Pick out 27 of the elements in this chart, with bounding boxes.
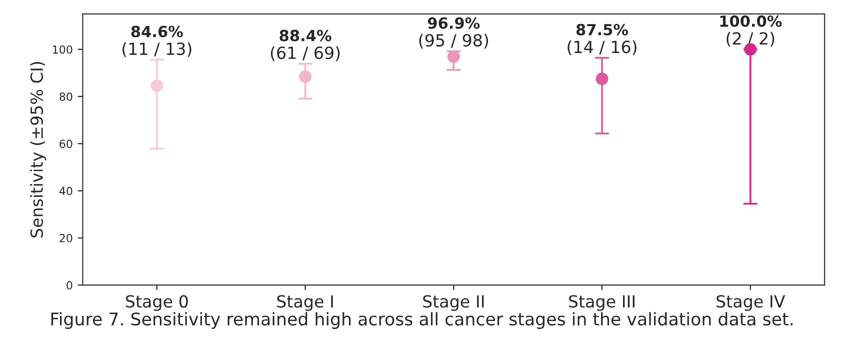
y-tick-label: 40 xyxy=(59,186,72,196)
x-tick-label: Stage IV xyxy=(716,295,786,311)
data-label: 84.6% xyxy=(131,26,183,38)
point xyxy=(744,43,757,56)
y-tick-label: 20 xyxy=(60,234,72,242)
x-tick-label: Stage II xyxy=(423,295,484,311)
annotation: (95 / 98) xyxy=(419,34,488,49)
y-tick-label: 80 xyxy=(60,92,72,101)
y-tick-label: 100 xyxy=(53,45,72,54)
x-tick-label: Stage III xyxy=(569,295,634,311)
data-label: 96.9% xyxy=(428,17,480,29)
y-tick-label: 60 xyxy=(60,140,72,148)
annotation: (14 / 16) xyxy=(568,40,636,56)
data-label: 87.5% xyxy=(576,24,628,36)
point xyxy=(150,79,164,92)
data-label: 100.0% xyxy=(720,15,782,27)
point xyxy=(447,50,460,63)
y-axis-title: Sensitivity (±95% CI) xyxy=(30,62,46,238)
x-tick-label: Stage I xyxy=(277,295,333,311)
point xyxy=(596,72,608,86)
annotation: (61 / 69) xyxy=(270,46,340,62)
y-tick-label: 0 xyxy=(66,281,72,290)
x-tick-label: Stage 0 xyxy=(126,295,188,311)
data-label: 88.4% xyxy=(280,30,332,42)
point xyxy=(299,70,312,83)
annotation: (11 / 13) xyxy=(122,42,192,58)
caption: Figure 7. Sensitivity remained high across all cancer stages in the validation data set. xyxy=(51,312,792,329)
